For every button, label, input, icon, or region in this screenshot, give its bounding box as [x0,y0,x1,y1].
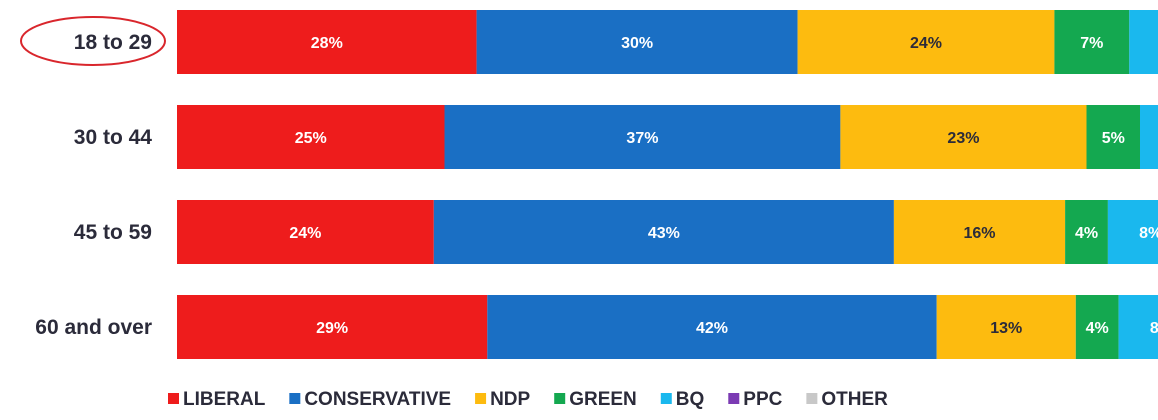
data-label-green: 5% [1102,130,1125,147]
data-label-ndp: 24% [910,35,942,52]
data-label-ndp: 23% [947,130,979,147]
bars-group: 28%30%24%7%8%3%25%37%23%5%6%4%24%43%16%4… [177,10,1158,359]
legend-swatch-green [554,393,565,404]
data-label-liberal: 29% [316,320,348,337]
data-label-conservative: 37% [626,130,658,147]
bar-segment-bq [1129,10,1158,74]
legend-swatch-ndp [475,393,486,404]
data-label-liberal: 24% [289,225,321,242]
data-label-green: 4% [1086,320,1109,337]
legend-label-liberal: LIBERAL [183,389,266,410]
category-label: 18 to 29 [74,31,152,54]
data-label-bq: 8% [1150,320,1158,337]
data-label-conservative: 42% [696,320,728,337]
data-label-liberal: 28% [311,35,343,52]
data-label-ndp: 16% [963,225,995,242]
legend-label-ppc: PPC [743,389,782,410]
category-label: 30 to 44 [74,126,153,149]
bar-segment-bq [1140,105,1158,169]
legend-label-ndp: NDP [490,389,530,410]
legend-swatch-ppc [728,393,739,404]
data-label-conservative: 43% [648,225,680,242]
category-label: 60 and over [35,316,152,339]
legend-swatch-conservative [289,393,300,404]
legend-label-conservative: CONSERVATIVE [304,389,451,410]
data-label-bq: 8% [1139,225,1158,242]
legend-swatch-other [806,393,817,404]
legend-label-other: OTHER [821,389,888,410]
legend-label-green: GREEN [569,389,637,410]
category-labels: 18 to 29 30 to 44 45 to 59 60 and over [21,17,165,339]
data-label-liberal: 25% [295,130,327,147]
category-label: 45 to 59 [74,221,152,244]
data-label-conservative: 30% [621,35,653,52]
legend-swatch-liberal [168,393,179,404]
data-label-green: 4% [1075,225,1098,242]
data-label-green: 7% [1080,35,1103,52]
legend: LIBERAL CONSERVATIVE NDP GREEN BQ PPC OTHER [168,389,888,410]
data-label-ndp: 13% [990,320,1022,337]
legend-label-bq: BQ [676,389,705,410]
legend-swatch-bq [661,393,672,404]
